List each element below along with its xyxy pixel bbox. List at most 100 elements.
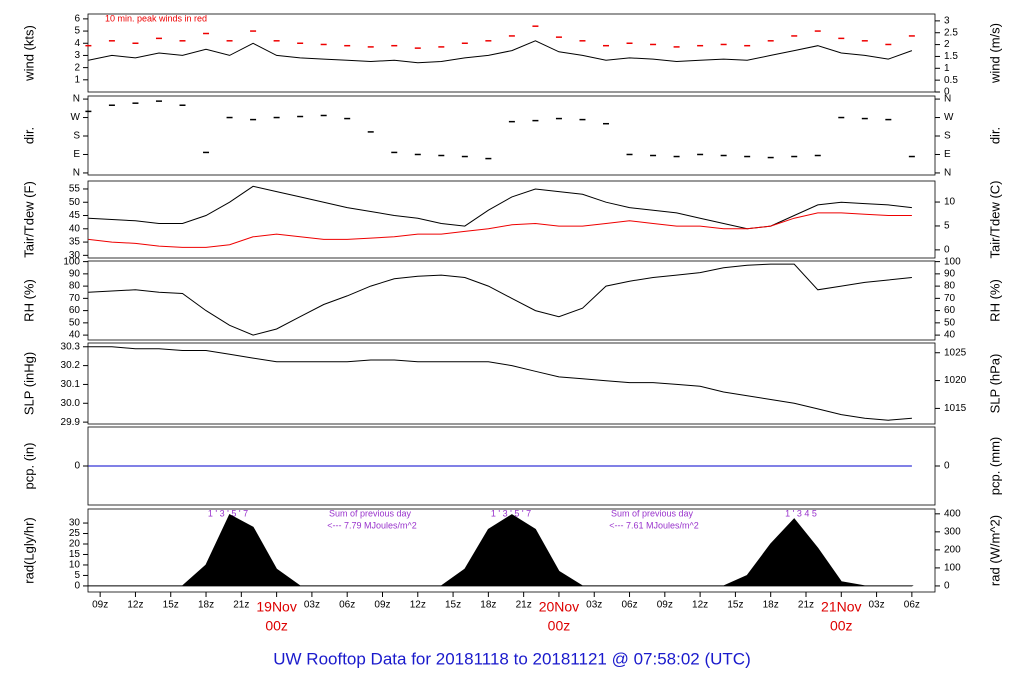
y2-tick-label: 1 xyxy=(944,63,950,74)
y2-tick-label: 2 xyxy=(944,39,950,50)
y-tick-label: 5 xyxy=(74,26,80,37)
x-tick-label: 03z xyxy=(304,600,320,611)
y-tick-label: 50 xyxy=(69,197,81,208)
y2-tick-label: 100 xyxy=(944,563,961,574)
y2-tick-label: 60 xyxy=(944,305,956,316)
y-tick-label: 45 xyxy=(69,210,81,221)
y-tick-label: 30.3 xyxy=(61,341,81,352)
y2-axis-label: wind (m/s) xyxy=(987,23,1002,84)
y2-axis-label: Tair/Tdew (C) xyxy=(987,180,1002,258)
y-tick-label: 0 xyxy=(74,461,80,472)
annotation: 10 min. peak winds in red xyxy=(105,13,207,23)
y-tick-label: N xyxy=(73,168,80,179)
y-tick-label: 30.2 xyxy=(61,360,81,371)
x-tick-label: 12z xyxy=(692,600,708,611)
panel-frame xyxy=(87,342,936,425)
y-axis-label: RH (%) xyxy=(21,279,36,322)
y2-tick-label: 1.5 xyxy=(944,51,958,62)
x-tick-label: 15z xyxy=(163,600,179,611)
y2-tick-label: 70 xyxy=(944,293,956,304)
y-tick-label: S xyxy=(73,131,80,142)
y2-tick-label: N xyxy=(944,94,951,105)
y-tick-label: 70 xyxy=(69,293,81,304)
y-tick-label: 30 xyxy=(69,518,81,529)
data-line xyxy=(88,40,913,64)
y-axis-label: rad(Lgly/hr) xyxy=(21,517,36,583)
y-tick-label: 1 xyxy=(74,74,80,85)
y-axis-label: wind (kts) xyxy=(21,25,36,82)
y2-tick-label: 1025 xyxy=(944,347,967,358)
y2-tick-label: 300 xyxy=(944,526,961,537)
y-axis-label: pcp. (in) xyxy=(21,443,36,490)
y2-tick-label: 0 xyxy=(944,461,950,472)
y2-tick-label: 10 xyxy=(944,197,956,208)
data-area xyxy=(87,514,914,587)
x-tick-date: 21Nov xyxy=(821,599,861,615)
x-tick-label: 18z xyxy=(480,600,496,611)
y-tick-label: 6 xyxy=(74,14,80,25)
x-tick-label: 21z xyxy=(516,600,532,611)
y2-tick-label: 0 xyxy=(944,87,950,98)
y-tick-label: N xyxy=(73,94,80,105)
y2-tick-label: 400 xyxy=(944,508,961,519)
y-tick-label: 4 xyxy=(74,38,80,49)
y2-tick-label: 100 xyxy=(944,256,961,267)
y2-axis-label: rad (W/m^2) xyxy=(987,515,1002,586)
y2-tick-label: 0 xyxy=(944,581,950,592)
y-tick-label: 60 xyxy=(69,305,81,316)
y-tick-label: 40 xyxy=(69,223,81,234)
x-tick-label: 00z xyxy=(830,618,853,634)
data-line xyxy=(88,263,912,336)
x-tick-label: 09z xyxy=(374,600,390,611)
y2-tick-label: 200 xyxy=(944,545,961,556)
x-tick-date: 19Nov xyxy=(256,599,296,615)
x-tick-label: 00z xyxy=(548,618,571,634)
y-tick-label: 50 xyxy=(69,317,81,328)
chart-title: UW Rooftop Data for 20181118 to 20181121… xyxy=(273,649,750,668)
y-tick-label: 3 xyxy=(74,50,80,61)
panel-frame xyxy=(87,13,936,93)
y-tick-label: 35 xyxy=(69,237,81,248)
y2-tick-label: 1015 xyxy=(944,403,967,414)
x-tick-label: 15z xyxy=(727,600,743,611)
y-tick-label: 20 xyxy=(69,539,81,550)
annotation: 1 ' 3 ' 5 ' 7 xyxy=(491,508,531,518)
x-tick-label: 06z xyxy=(621,600,637,611)
y2-tick-label: 3 xyxy=(944,16,950,27)
y2-tick-label: 5 xyxy=(944,221,950,232)
y-tick-label: 15 xyxy=(69,549,81,560)
annotation: Sum of previous day xyxy=(611,508,694,518)
data-line xyxy=(88,185,912,230)
y-tick-label: 25 xyxy=(69,528,81,539)
y2-axis-label: dir. xyxy=(987,127,1002,144)
y2-tick-label: 0.5 xyxy=(944,75,958,86)
x-tick-label: 03z xyxy=(586,600,602,611)
x-tick-label: 18z xyxy=(763,600,779,611)
x-tick-label: 21z xyxy=(798,600,814,611)
y2-axis-label: pcp. (mm) xyxy=(987,437,1002,496)
annotation: 1 ' 3 ' 5 ' 7 xyxy=(208,508,248,518)
y-tick-label: 90 xyxy=(69,269,81,280)
x-tick-label: 12z xyxy=(410,600,426,611)
y2-tick-label: 0 xyxy=(944,245,950,256)
y2-tick-label: 90 xyxy=(944,269,956,280)
y2-tick-label: 50 xyxy=(944,317,956,328)
y-axis-label: Tair/Tdew (F) xyxy=(21,181,36,258)
annotation: <--- 7.61 MJoules/m^2 xyxy=(609,520,699,530)
y-tick-label: W xyxy=(71,112,81,123)
y-tick-label: E xyxy=(73,149,80,160)
y-axis-label: SLP (inHg) xyxy=(21,352,36,415)
annotation: 1 ' 3 4 5 xyxy=(785,508,817,518)
y-tick-label: 40 xyxy=(69,330,81,341)
y-tick-label: 5 xyxy=(74,570,80,581)
x-tick-label: 09z xyxy=(657,600,673,611)
x-tick-label: 15z xyxy=(445,600,461,611)
panel-frame xyxy=(87,260,936,341)
annotation: <--- 7.79 MJoules/m^2 xyxy=(327,520,417,530)
x-tick-label: 21z xyxy=(233,600,249,611)
y2-tick-label: E xyxy=(944,149,951,160)
x-tick-label: 09z xyxy=(92,600,108,611)
y2-axis-label: SLP (hPa) xyxy=(987,354,1002,414)
y-tick-label: 29.9 xyxy=(61,417,81,428)
